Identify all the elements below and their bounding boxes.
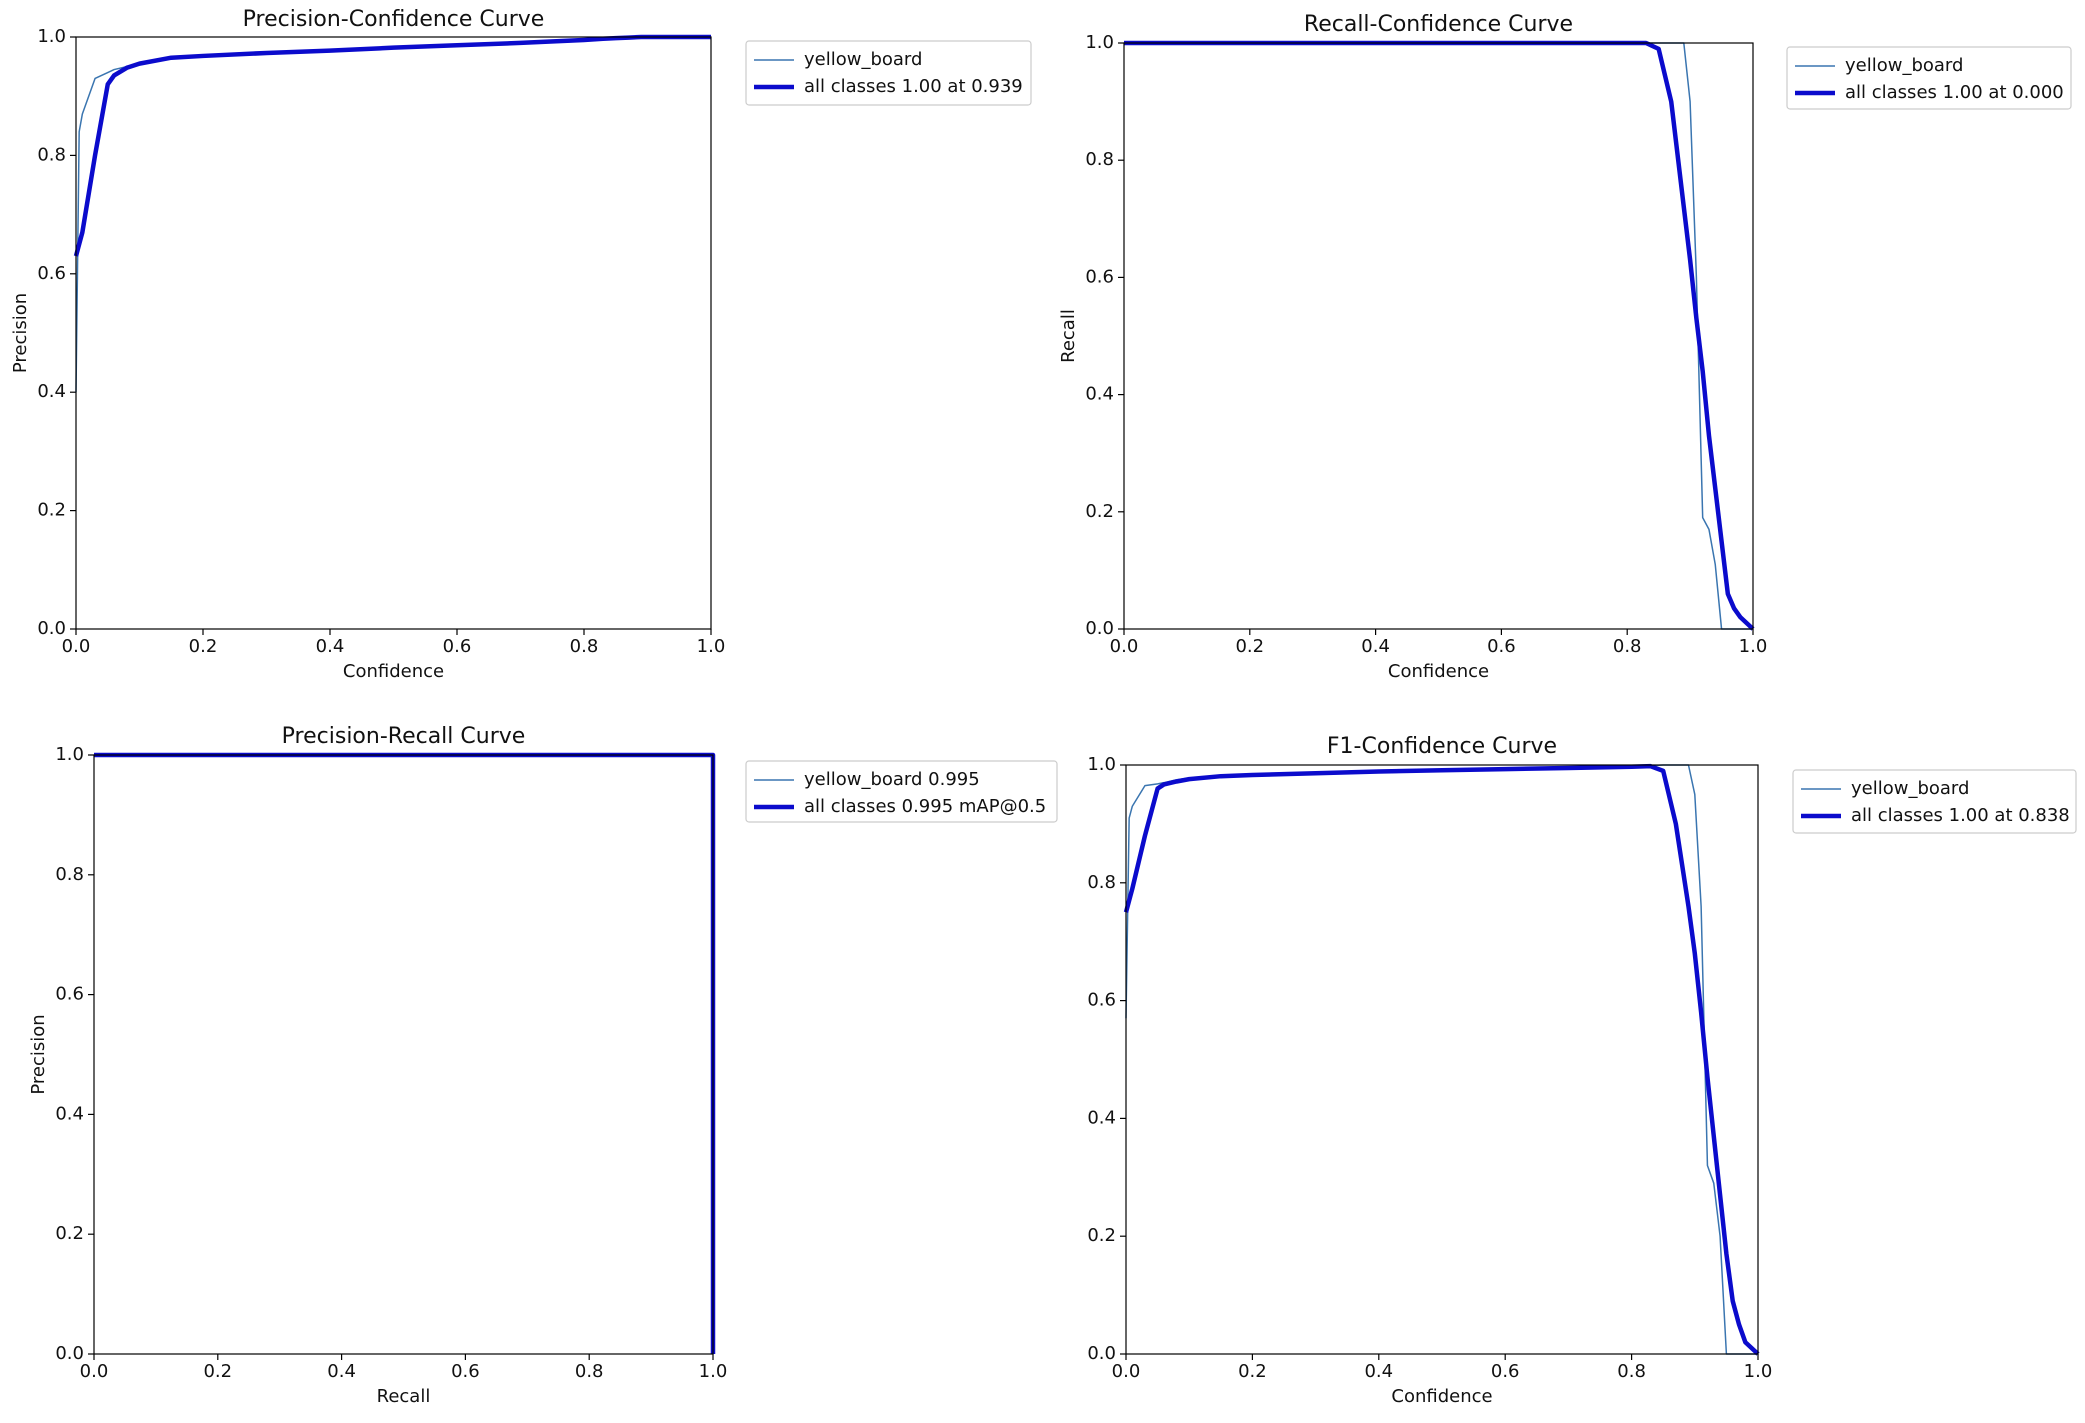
series-line: [1124, 42, 1753, 630]
y-tick-label: 0.8: [55, 864, 84, 885]
chart-title: F1-Confidence Curve: [1327, 734, 1557, 759]
y-tick-label: 0.0: [55, 1343, 84, 1364]
series-line: [94, 752, 716, 1354]
legend-label: all classes 1.00 at 0.000: [1845, 82, 2064, 103]
y-tick-label: 1.0: [37, 26, 66, 47]
chart-title: Precision-Recall Curve: [282, 724, 526, 749]
y-tick-label: 0.2: [1085, 501, 1114, 522]
series-line: [94, 754, 714, 1354]
x-tick-label: 0.6: [1491, 1361, 1520, 1382]
x-tick-label: 0.0: [80, 1361, 109, 1382]
x-tick-label: 0.4: [327, 1361, 356, 1382]
x-tick-label: 0.6: [443, 636, 472, 657]
x-tick-label: 0.2: [189, 636, 218, 657]
x-tick-label: 0.2: [203, 1361, 232, 1382]
x-tick-label: 0.0: [62, 636, 91, 657]
legend-label: yellow_board: [1845, 55, 1963, 76]
x-tick-label: 0.0: [1110, 636, 1139, 657]
x-axis-label: Recall: [377, 1386, 431, 1407]
legend-label: all classes 1.00 at 0.939: [804, 76, 1023, 97]
legend-box: [1792, 769, 2077, 834]
x-tick-label: 0.8: [570, 636, 599, 657]
legend-label: all classes 0.995 mAP@0.5: [804, 796, 1046, 817]
legend-label: yellow_board: [804, 49, 922, 70]
plot-frame: [1125, 764, 1759, 1355]
x-tick-label: 1.0: [699, 1361, 728, 1382]
plot-frame: [1123, 42, 1754, 630]
chart-title: Recall-Confidence Curve: [1304, 12, 1573, 37]
plot-frame: [75, 36, 712, 630]
series-line: [1123, 763, 1760, 1356]
y-tick-label: 0.8: [1087, 872, 1116, 893]
legend-label: all classes 1.00 at 0.838: [1851, 805, 2070, 826]
y-tick-label: 1.0: [55, 744, 84, 765]
y-tick-label: 1.0: [1085, 32, 1114, 53]
legend-box: [1786, 46, 2072, 110]
x-tick-label: 0.8: [1613, 636, 1642, 657]
y-tick-label: 0.8: [1085, 149, 1114, 170]
series-line: [1124, 40, 1755, 631]
y-tick-label: 0.4: [37, 381, 66, 402]
y-axis-label: Precision: [28, 1014, 49, 1094]
x-axis-label: Confidence: [1388, 661, 1489, 682]
legend-box: [745, 760, 1058, 823]
x-tick-label: 1.0: [1744, 1361, 1773, 1382]
x-tick-label: 0.0: [1112, 1361, 1141, 1382]
x-tick-label: 0.8: [575, 1361, 604, 1382]
chart-title: Precision-Confidence Curve: [243, 7, 545, 32]
series-line: [75, 36, 711, 393]
y-tick-label: 0.4: [1085, 384, 1114, 405]
y-tick-label: 0.2: [55, 1223, 84, 1244]
legend-label: yellow_board 0.995: [804, 769, 980, 790]
y-tick-label: 0.0: [37, 618, 66, 639]
legend-box: [745, 40, 1032, 106]
y-tick-label: 0.0: [1087, 1343, 1116, 1364]
y-tick-label: 1.0: [1087, 754, 1116, 775]
y-tick-label: 0.6: [1087, 990, 1116, 1011]
x-tick-label: 0.4: [316, 636, 345, 657]
x-tick-label: 1.0: [1739, 636, 1768, 657]
y-axis-label: Precision: [10, 293, 31, 373]
y-tick-label: 0.2: [37, 500, 66, 521]
series-line: [73, 34, 711, 257]
y-tick-label: 0.6: [1085, 266, 1114, 287]
plot-frame: [93, 754, 714, 1355]
x-tick-label: 1.0: [697, 636, 726, 657]
y-axis-label: Recall: [1058, 309, 1079, 363]
y-tick-label: 0.6: [55, 984, 84, 1005]
x-tick-label: 0.6: [1487, 636, 1516, 657]
y-tick-label: 0.8: [37, 144, 66, 165]
y-tick-label: 0.2: [1087, 1225, 1116, 1246]
y-tick-label: 0.6: [37, 263, 66, 284]
x-axis-label: Confidence: [1391, 1386, 1492, 1407]
y-tick-label: 0.4: [55, 1103, 84, 1124]
x-axis-label: Confidence: [343, 661, 444, 682]
x-tick-label: 0.8: [1617, 1361, 1646, 1382]
legend-label: yellow_board: [1851, 778, 1969, 799]
series-line: [1125, 764, 1758, 1355]
x-tick-label: 0.2: [1238, 1361, 1267, 1382]
y-tick-label: 0.0: [1085, 618, 1114, 639]
x-tick-label: 0.2: [1235, 636, 1264, 657]
x-tick-label: 0.6: [451, 1361, 480, 1382]
x-tick-label: 0.4: [1364, 1361, 1393, 1382]
y-tick-label: 0.4: [1087, 1107, 1116, 1128]
x-tick-label: 0.4: [1361, 636, 1390, 657]
